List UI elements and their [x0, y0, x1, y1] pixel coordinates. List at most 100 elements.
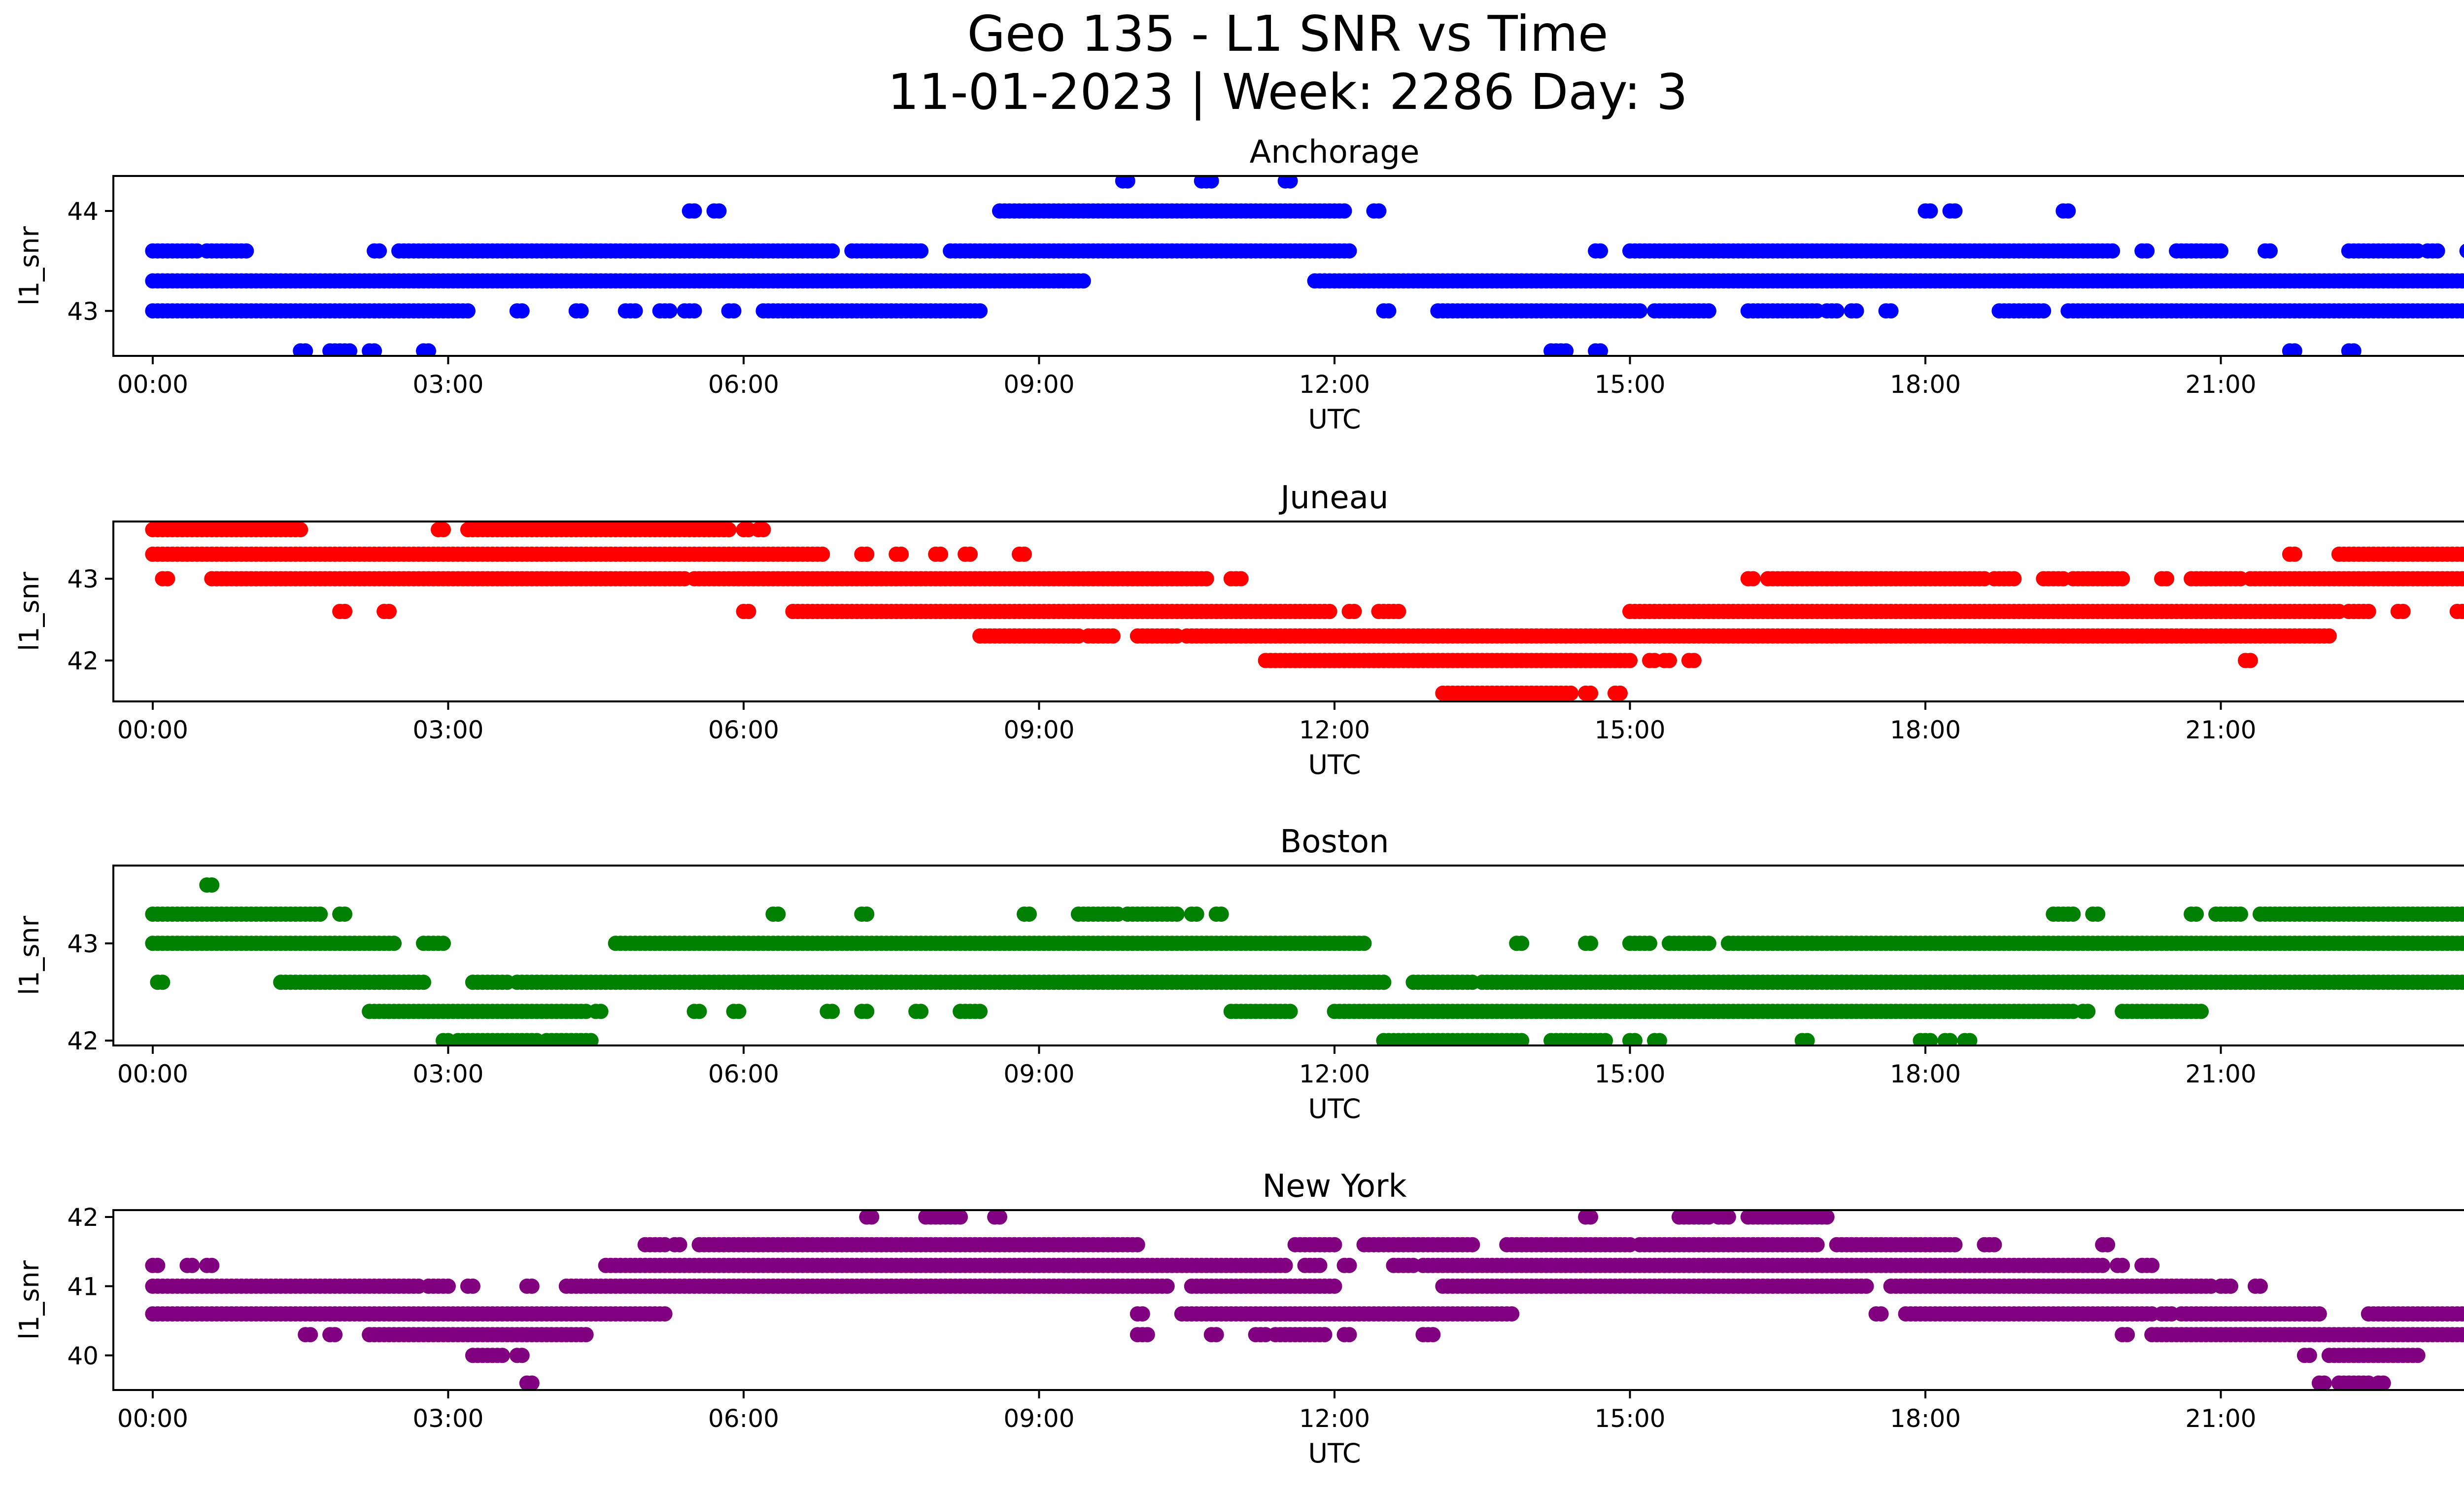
data-point	[824, 1004, 840, 1019]
data-point	[1381, 303, 1397, 319]
data-point	[1105, 628, 1121, 644]
data-point	[1189, 906, 1204, 922]
data-point	[741, 604, 756, 619]
data-point	[1327, 1237, 1342, 1252]
data-point	[184, 1257, 200, 1273]
data-points	[145, 1210, 2464, 1390]
x-axis-label: UTC	[1308, 1093, 1361, 1124]
panel-new-york: 00:00 03:00 06:00 09:00 12:00 15:00 18:00 21:00…	[14, 1168, 2464, 1469]
data-point	[1829, 303, 1845, 319]
data-point	[460, 303, 476, 319]
data-point	[2144, 1257, 2160, 1273]
data-point	[1282, 1004, 1298, 1019]
data-point	[204, 877, 220, 893]
data-point	[1627, 1033, 1643, 1045]
data-point	[859, 1004, 875, 1019]
x-tick-label: 21:00	[2186, 1060, 2257, 1088]
data-point	[2115, 1257, 2130, 1273]
data-point	[1129, 1237, 1145, 1252]
data-point	[1376, 974, 1392, 990]
x-tick-label: 15:00	[1594, 716, 1665, 744]
x-tick-label: 15:00	[1594, 370, 1665, 399]
axes-frame	[112, 175, 2464, 357]
data-point	[1391, 604, 1406, 619]
data-point	[2321, 628, 2337, 644]
x-tick-label: 06:00	[708, 370, 779, 399]
x-tick-label: 12:00	[1299, 370, 1370, 399]
data-point	[2346, 343, 2361, 356]
data-point	[2459, 304, 2464, 318]
x-tick-label: 09:00	[1003, 1060, 1074, 1088]
data-point	[1233, 571, 1249, 587]
data-point	[416, 974, 431, 990]
data-point	[1652, 1033, 1667, 1045]
data-point	[239, 243, 254, 259]
data-point	[1322, 604, 1337, 619]
data-point	[2459, 975, 2464, 990]
data-point	[1583, 936, 1599, 951]
data-point	[731, 1004, 747, 1019]
data-point	[2105, 243, 2121, 259]
data-point	[2213, 243, 2228, 259]
data-point	[770, 906, 786, 922]
data-point	[2430, 243, 2445, 259]
data-point	[312, 906, 328, 922]
x-tick-label: 00:00	[117, 1060, 188, 1088]
data-point	[1622, 653, 1638, 668]
x-tick-label: 21:00	[2186, 370, 2257, 399]
data-point	[662, 303, 678, 319]
data-point	[1686, 653, 1702, 668]
data-point	[1986, 1237, 2002, 1252]
data-point	[2193, 1004, 2209, 1019]
data-point	[293, 522, 308, 538]
y-tick-label: 42	[67, 647, 99, 675]
data-point	[1819, 1210, 1835, 1225]
data-point	[421, 343, 436, 356]
x-tick-label: 09:00	[1003, 370, 1074, 399]
x-tick-label: 03:00	[412, 1060, 483, 1088]
data-point	[1371, 203, 1387, 219]
data-point	[1022, 906, 1037, 922]
data-point	[691, 1004, 707, 1019]
y-tick-label: 43	[67, 930, 99, 958]
panel-title: Boston	[1280, 824, 1389, 860]
data-point	[1598, 1033, 1613, 1045]
data-point	[1922, 203, 1938, 219]
data-point	[2287, 546, 2302, 562]
y-tick-label: 43	[67, 297, 99, 326]
data-point	[1701, 303, 1716, 319]
data-point	[1282, 176, 1298, 189]
data-point	[1745, 571, 1761, 587]
panel-juneau: 00:00 03:00 06:00 09:00 12:00 15:00 18:00 21:00…	[14, 480, 2464, 780]
panel-anchorage: 00:00 03:00 06:00 09:00 12:00 15:00 18:00 21:00…	[14, 134, 2464, 435]
data-point	[436, 936, 451, 951]
data-point	[2262, 243, 2278, 259]
data-point	[1799, 1033, 1815, 1045]
data-point	[2159, 571, 2175, 587]
data-point	[2454, 604, 2464, 619]
data-point	[1558, 343, 1574, 356]
y-axis-label: l1_snr	[14, 571, 45, 651]
x-tick-label: 12:00	[1299, 716, 1370, 744]
x-tick-label: 18:00	[1890, 1060, 1961, 1088]
data-point	[1662, 653, 1677, 668]
data-point	[583, 1033, 599, 1045]
data-point	[721, 522, 737, 538]
data-points	[145, 176, 2464, 356]
data-point	[953, 1210, 968, 1225]
data-point	[859, 546, 875, 562]
data-point	[2100, 1237, 2116, 1252]
data-point	[1922, 1033, 1938, 1045]
data-point	[1203, 176, 1219, 189]
data-point	[2459, 243, 2464, 258]
data-point	[1341, 1257, 1357, 1273]
data-point	[1962, 1033, 1978, 1045]
data-point	[726, 303, 742, 319]
data-point	[859, 906, 875, 922]
x-tick-label: 03:00	[412, 716, 483, 744]
data-point	[1356, 936, 1372, 951]
data-point	[2189, 906, 2204, 922]
figure-title-line2: 11-01-2023 | Week: 2286 Day: 3	[888, 63, 1688, 121]
data-point	[2036, 303, 2052, 319]
